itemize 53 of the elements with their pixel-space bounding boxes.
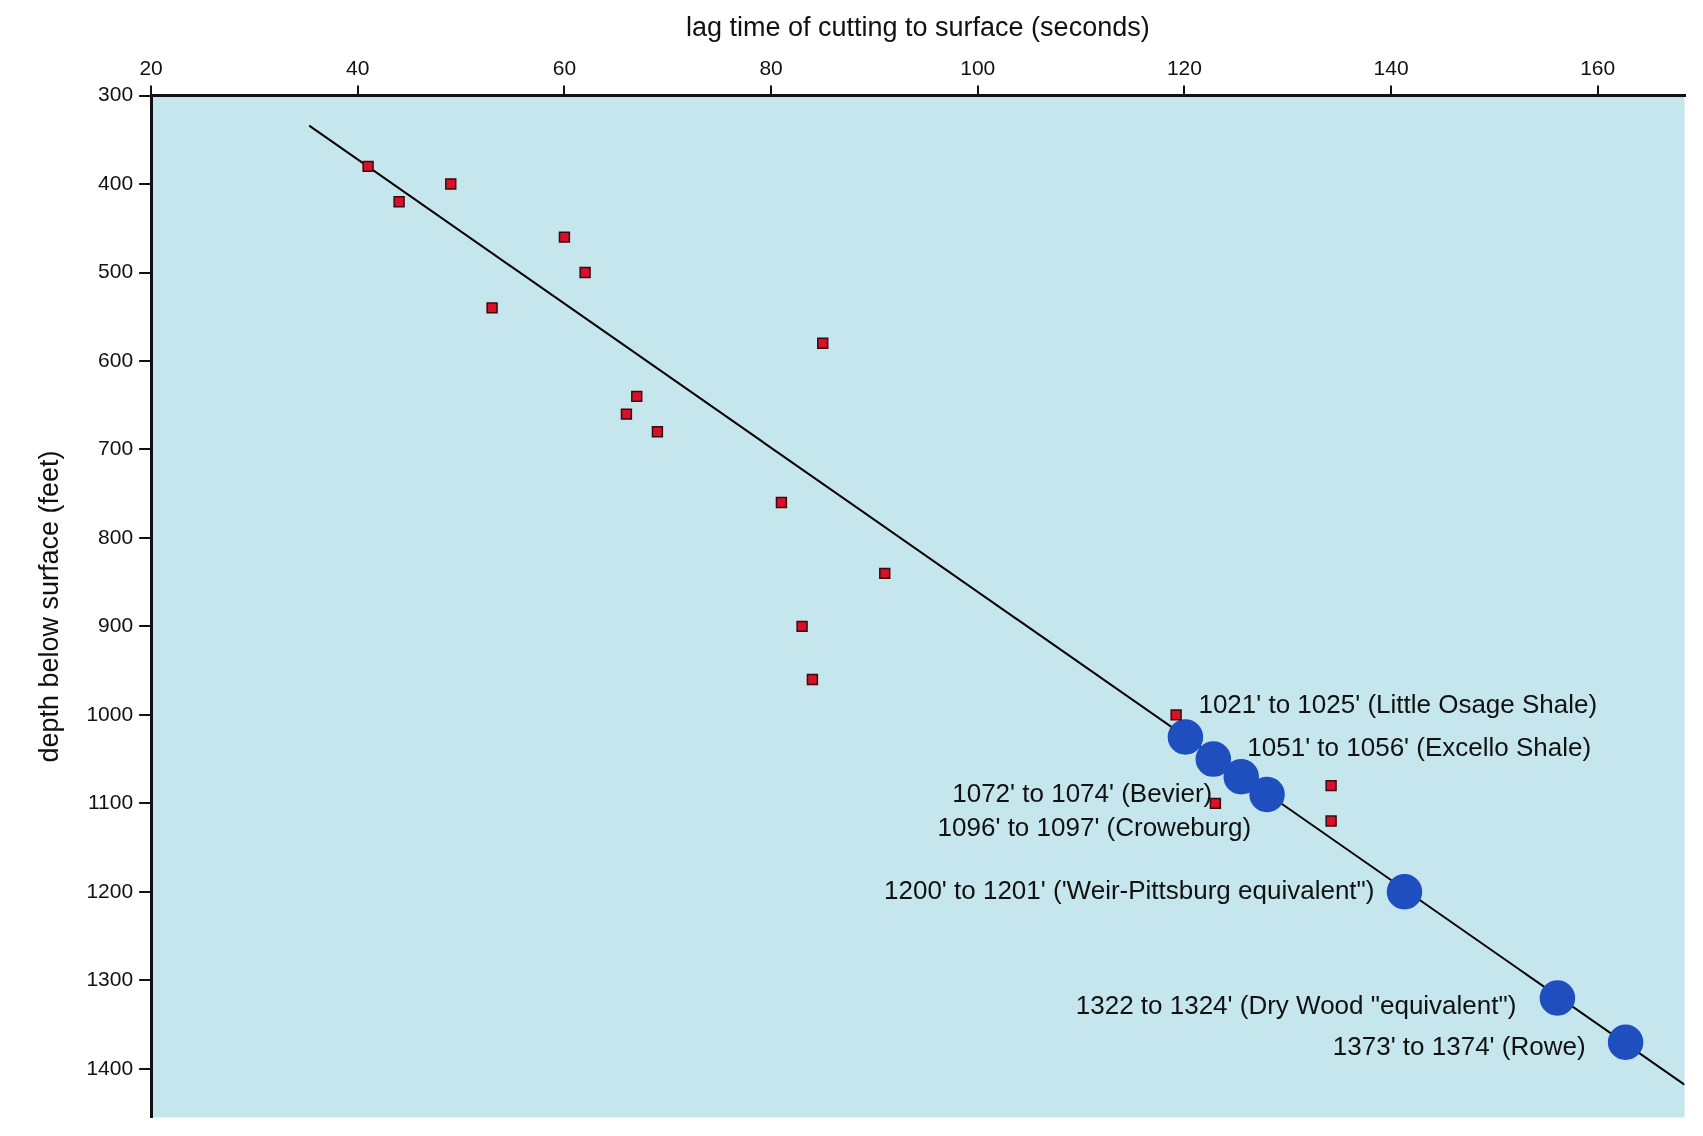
y-tick-label: 700 — [98, 436, 134, 460]
x-tick-label: 100 — [960, 55, 996, 79]
x-tick-label: 80 — [759, 55, 783, 79]
y-tick-label: 300 — [98, 82, 134, 106]
y-tick-label: 500 — [98, 259, 134, 283]
point — [620, 408, 633, 420]
point — [1223, 759, 1259, 795]
point — [651, 426, 664, 438]
annotation: 1373' to 1374' (Rowe) — [1332, 1031, 1586, 1062]
x-tick-label: 140 — [1373, 55, 1409, 79]
point — [558, 231, 571, 243]
x-tick-label: 160 — [1580, 55, 1616, 79]
y-tick-label: 1300 — [86, 967, 134, 991]
point — [579, 266, 591, 279]
y-tick-label: 1200 — [86, 878, 134, 902]
annotation: 1072' to 1074' (Bevier) — [952, 777, 1213, 808]
point — [1325, 815, 1337, 827]
x-tick-label: 20 — [139, 55, 163, 79]
annotation: 1021' to 1025' (Little Osage Shale) — [1198, 689, 1598, 720]
y-tick-label: 1000 — [86, 701, 134, 725]
x-tick-label: 120 — [1166, 55, 1202, 79]
point — [1249, 776, 1285, 813]
x-tick-label: 40 — [346, 55, 370, 79]
point — [1539, 980, 1576, 1016]
point — [1386, 874, 1423, 910]
y-tick-label: 1100 — [87, 790, 134, 814]
annotation: 1200' to 1201' ('Weir-Pittsburg equivalent") — [884, 874, 1375, 905]
y-tick-label: 900 — [98, 613, 134, 637]
point — [1607, 1024, 1644, 1060]
annotation: 1051' to 1056' (Excello Shale) — [1247, 732, 1592, 763]
point — [1167, 719, 1204, 755]
point — [1195, 741, 1232, 777]
annotation: 1096' to 1097' (Croweburg) — [937, 811, 1252, 842]
x-axis-title: lag time of cutting to surface (seconds) — [685, 11, 1150, 42]
point — [796, 620, 808, 633]
y-tick-label: 600 — [98, 347, 134, 371]
point — [631, 390, 643, 403]
point — [775, 496, 788, 509]
point — [362, 160, 374, 173]
annotation: 1322 to 1324' (Dry Wood "equivalent") — [1075, 990, 1517, 1021]
point — [879, 567, 891, 580]
point — [817, 337, 829, 350]
point — [486, 302, 498, 314]
x-tick-label: 60 — [552, 55, 577, 79]
y-tick-label: 800 — [98, 524, 134, 548]
point — [806, 673, 819, 686]
y-tick-label: 1400 — [86, 1055, 134, 1079]
point — [1170, 709, 1182, 721]
point — [393, 196, 405, 208]
point — [445, 178, 457, 190]
point — [1325, 779, 1337, 792]
y-axis-title: depth below surface (feet) — [33, 450, 64, 763]
y-tick-label: 400 — [98, 170, 134, 194]
